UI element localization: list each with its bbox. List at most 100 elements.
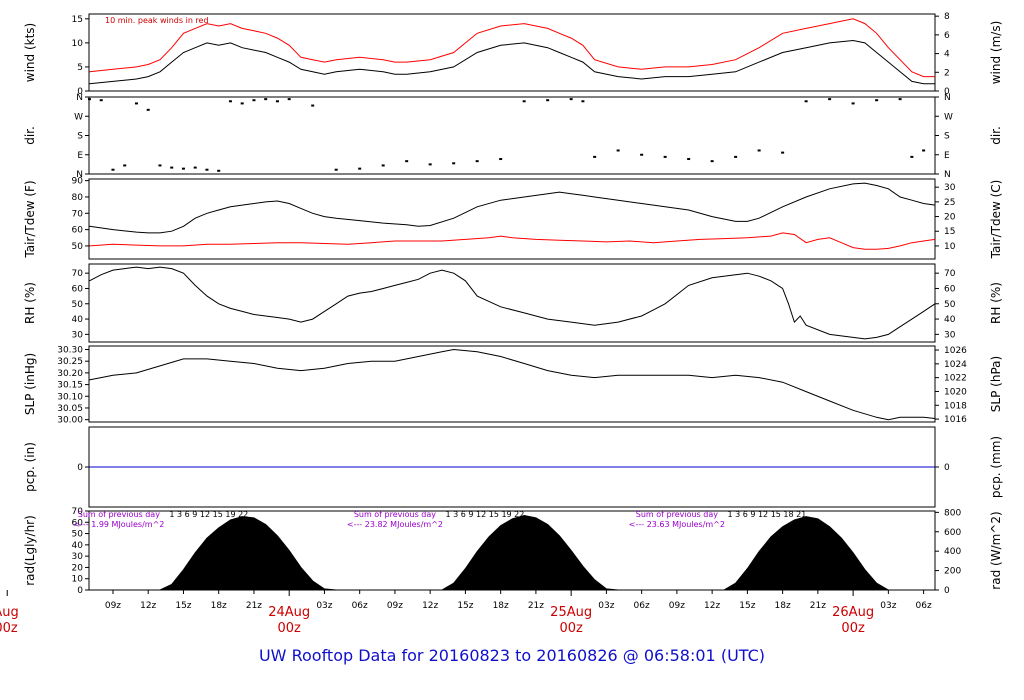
dir-point [581,100,585,103]
x-tick-label: 15z [457,601,473,611]
rad-hours-label: 1 3 6 9 12 15 19 22 [169,510,248,519]
right-tick-label: 0 [944,463,950,473]
left-axis-label: dir. [23,126,37,145]
dir-point [828,98,832,101]
right-tick-label: 800 [944,508,961,518]
x-tick-label: 21z [810,601,826,611]
right-tick-label: 6 [944,31,950,41]
right-axis-label: Tair/Tdew (C) [989,180,1003,260]
panel-temp: 50 60 70 80 90 10 15 20 25 30 Tair/Tdew (F) Tair/Td… [23,177,1003,260]
left-tick-label: 50 [72,242,84,252]
dir-point [358,167,362,170]
left-tick-label: 40 [72,315,84,325]
left-tick-label: 30.00 [57,416,83,426]
rad-hours-label: 1 3 6 9 12 15 18 21 [727,510,806,519]
right-tick-label: 30 [944,330,956,340]
panel-rad: 0102030405060700200400600800rad(Lgly/hr)… [23,507,1003,596]
left-tick-label: S [77,132,83,142]
dir-point [851,102,855,105]
right-tick-label: 60 [944,284,956,294]
dir-point [87,98,91,101]
left-tick-label: N [76,170,83,180]
x-tick-label: 18z [211,601,227,611]
day-label: Aug [0,605,19,620]
right-tick-label: 400 [944,547,961,557]
x-tick-label: 09z [105,601,121,611]
right-tick-label: 70 [944,269,956,279]
dir-point [311,104,315,107]
chart-caption: UW Rooftop Data for 20160823 to 20160826… [258,646,766,665]
day-z-label: 00z [559,621,583,636]
dir-point [217,169,221,172]
dir-point [158,164,162,167]
rad-sum-value: <--- 23.63 MJoules/m^2 [629,520,725,529]
right-tick-label: 50 [944,300,956,310]
left-tick-label: N [76,93,83,103]
rad-sum-title: Sum of previous day [636,510,718,519]
dir-point [898,98,902,101]
left-tick-label: 60 [72,518,84,528]
dir-point [287,98,291,101]
dir-point [275,100,279,103]
left-axis-label: wind (kts) [23,23,37,82]
x-tick-label: 09z [669,601,685,611]
left-tick-label: 40 [72,541,84,551]
left-tick-label: 30 [72,330,84,340]
dir-point [240,102,244,105]
dir-point [405,160,409,163]
dir-point [875,99,879,102]
left-tick-label: 0 [77,586,83,596]
dir-point [910,155,914,158]
temp-line-1 [89,232,936,250]
right-axis-label: wind (m/s) [989,21,1003,85]
left-tick-label: 70 [72,269,84,279]
dir-point [687,158,691,161]
left-tick-label: 30.15 [57,381,83,391]
x-tick-label: 12z [422,601,438,611]
dir-point [170,166,174,169]
right-tick-label: 20 [944,213,956,223]
dir-point [757,149,761,152]
right-tick-label: N [944,170,951,180]
dir-point [593,155,597,158]
x-axis: 09z 12z 15z 18z 21z 03z 06z 09z 12z 15z 18z 21z 03z 0… [0,590,932,636]
right-tick-label: 10 [944,242,956,252]
panel-frame [88,263,936,343]
right-tick-label: N [944,93,951,103]
left-tick-label: 5 [77,63,83,73]
dir-series [87,98,926,172]
left-axis-label: pcp. (in) [23,442,37,492]
x-tick-label: 12z [140,601,156,611]
right-axis-label: RH (%) [989,282,1003,324]
left-tick-label: 90 [72,177,84,187]
dir-point [99,99,103,102]
x-tick-label: 06z [916,601,932,611]
right-tick-label: 1022 [944,374,967,384]
left-tick-label: 15 [72,15,83,25]
left-tick-label: 10 [72,575,84,585]
dir-point [922,149,926,152]
rad-sum-title: Sum of previous day [78,510,160,519]
left-tick-label: 50 [72,530,84,540]
x-tick-label: 06z [634,601,650,611]
right-tick-label: S [944,132,950,142]
day-label: 25Aug [550,605,592,620]
dir-point [334,168,338,171]
left-tick-label: W [74,112,83,122]
x-tick-label: 12z [704,601,720,611]
left-tick-label: 50 [72,300,84,310]
right-tick-label: 1020 [944,387,967,397]
right-tick-label: 1024 [944,360,967,370]
uw-rooftop-chart: 0 5 10 15 0 2 4 6 8 wind (kts) wind (m/s) 10 min. p… [0,12,1003,636]
day-label: 24Aug [268,605,310,620]
left-tick-label: 60 [72,226,84,236]
x-tick-label: 18z [775,601,791,611]
dir-point [146,108,150,111]
dir-point [616,149,620,152]
rh-line-0 [89,266,936,340]
left-tick-label: E [77,151,83,161]
dir-point [663,155,667,158]
left-axis-label: RH (%) [23,282,37,324]
